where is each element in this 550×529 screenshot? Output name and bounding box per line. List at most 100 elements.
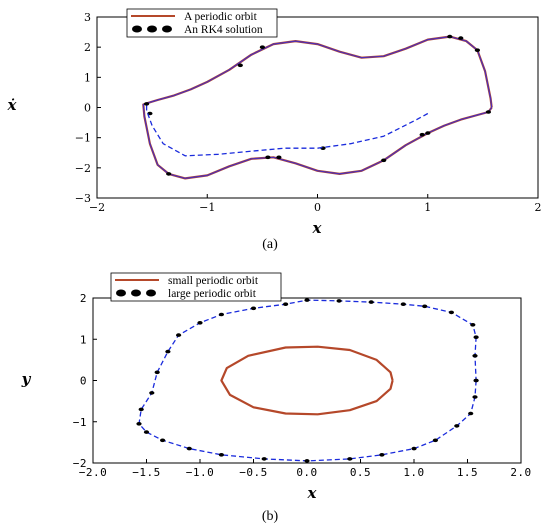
legend-label-a-0: A periodic orbit — [184, 11, 258, 23]
panel-label-a: (a) — [262, 237, 278, 252]
data-point-0-1-9 — [237, 63, 243, 68]
series-a — [142, 34, 493, 180]
data-point-1-1-27 — [400, 302, 406, 307]
y-axis-label-a: ẋ — [7, 96, 18, 114]
y-tick-label-0-5: −2 — [75, 162, 91, 175]
data-point-0-1-3 — [381, 158, 387, 163]
legend-dot-1-1 — [131, 289, 141, 297]
data-point-1-1-31 — [473, 335, 479, 340]
data-point-1-1-1 — [472, 395, 478, 399]
x-tick-label-0-3: 1 — [424, 201, 431, 214]
x-tick-label-1-5: 0.5 — [350, 466, 371, 479]
series-line-1-0 — [220, 345, 394, 416]
data-point-1-1-22 — [250, 306, 257, 311]
y-tick-label-0-6: −3 — [75, 192, 91, 205]
data-point-1-1-14 — [136, 422, 142, 426]
series-line-overlay-0-0 — [142, 35, 493, 180]
data-point-1-1-6 — [379, 453, 385, 457]
y-tick-label-0-3: 0 — [84, 102, 91, 115]
x-tick-label-1-2: −1.0 — [186, 466, 215, 479]
data-point-1-1-17 — [154, 370, 160, 375]
legend-label-a-1: An RK4 solution — [184, 24, 263, 36]
legend-swatch-b-1 — [116, 289, 156, 297]
data-point-1-1-12 — [160, 438, 166, 443]
data-point-1-1-19 — [176, 333, 182, 337]
data-point-1-1-26 — [368, 300, 374, 304]
x-tick-label-1-7: 1.5 — [457, 466, 478, 479]
y-tick-label-1-0: 2 — [80, 292, 87, 305]
y-tick-label-0-0: 3 — [84, 11, 91, 24]
legend-b: small periodic orbit large periodic orbi… — [110, 272, 282, 302]
legend-dot-1-0 — [116, 289, 126, 297]
x-tick-label-1-8: 2.0 — [510, 466, 531, 479]
series-line-0-2 — [145, 103, 429, 157]
data-point-1-1-10 — [218, 453, 224, 457]
data-point-1-1-4 — [432, 438, 438, 443]
legend-swatch-a-1 — [132, 25, 172, 33]
x-axis-label-b: x — [307, 484, 318, 502]
data-point-1-1-11 — [186, 446, 192, 451]
series-line-0-0 — [142, 35, 493, 180]
data-point-0-1-8 — [166, 172, 172, 176]
data-point-1-1-25 — [336, 299, 342, 303]
data-point-1-1-24 — [304, 298, 310, 302]
series-line-1-1 — [138, 299, 477, 462]
panel-b: −2.0 −1.5 −1.0 −0.5 0.0 0.5 1.0 1.5 2.0 2 1 0 −1 −2 s… — [21, 272, 531, 524]
x-axis-label-a: x — [312, 219, 323, 237]
data-point-1-1-33 — [473, 378, 479, 383]
y-tick-label-1-3: −1 — [73, 416, 87, 429]
legend-label-b-1: large periodic orbit — [168, 288, 257, 300]
x-tick-label-1-0: −2.0 — [79, 466, 108, 479]
data-point-1-1-18 — [165, 349, 171, 354]
data-point-1-1-29 — [448, 310, 454, 315]
legend-a: A periodic orbit An RK4 solution — [126, 8, 278, 38]
data-point-1-1-28 — [422, 304, 428, 309]
x-tick-label-0-4: 2 — [535, 201, 542, 214]
x-tick-label-0-0: −2 — [89, 201, 105, 214]
data-point-1-1-7 — [347, 457, 353, 461]
x-tick-label-1-6: 1.0 — [403, 466, 424, 479]
data-point-1-1-15 — [138, 407, 144, 412]
data-point-1-1-13 — [143, 430, 150, 434]
data-point-0-1-0 — [485, 110, 491, 114]
data-point-1-1-32 — [472, 354, 478, 358]
legend-dot-0-2 — [162, 25, 172, 33]
x-tick-label-1-3: −0.5 — [239, 466, 268, 479]
data-point-0-1-10 — [259, 45, 265, 49]
x-tick-label-0-2: 0 — [314, 201, 321, 214]
data-point-0-1-6 — [144, 102, 150, 106]
data-point-1-1-16 — [149, 391, 155, 395]
ticks-b: −2.0 −1.5 −1.0 −0.5 0.0 0.5 1.0 1.5 2.0 2 1 0 −1 −2 — [73, 292, 531, 479]
data-point-1-1-2 — [468, 411, 474, 416]
data-point-0-1-5 — [276, 155, 282, 160]
data-point-1-1-5 — [411, 446, 417, 451]
y-tick-label-0-2: 1 — [84, 71, 91, 84]
data-point-1-1-9 — [261, 457, 267, 461]
y-tick-label-1-1: 1 — [80, 333, 87, 346]
data-point-1-1-23 — [283, 302, 289, 307]
legend-dot-0-0 — [132, 25, 142, 33]
series-b — [136, 298, 479, 463]
data-point-0-1-4 — [265, 155, 271, 160]
data-point-1-1-8 — [304, 459, 310, 463]
y-tick-label-1-4: −2 — [73, 457, 87, 470]
panel-label-b: (b) — [262, 509, 279, 524]
x-tick-label-1-4: 0.0 — [296, 466, 317, 479]
x-tick-label-0-1: −1 — [199, 201, 215, 214]
x-tick-label-1-1: −1.5 — [132, 466, 161, 479]
data-point-0-1-2 — [419, 132, 425, 137]
data-point-1-1-20 — [197, 321, 203, 325]
legend-box-b — [110, 272, 282, 302]
data-point-1-1-21 — [218, 312, 224, 317]
data-point-0-1-12 — [458, 36, 464, 40]
data-point-0-1-13 — [474, 48, 480, 52]
data-point-1-1-30 — [470, 323, 476, 327]
legend-label-b-0: small periodic orbit — [168, 275, 259, 287]
y-tick-label-0-1: 2 — [84, 41, 91, 54]
data-point-0-1-1 — [425, 131, 431, 135]
y-tick-label-0-4: −1 — [75, 132, 91, 145]
y-tick-label-1-2: 0 — [80, 375, 87, 388]
